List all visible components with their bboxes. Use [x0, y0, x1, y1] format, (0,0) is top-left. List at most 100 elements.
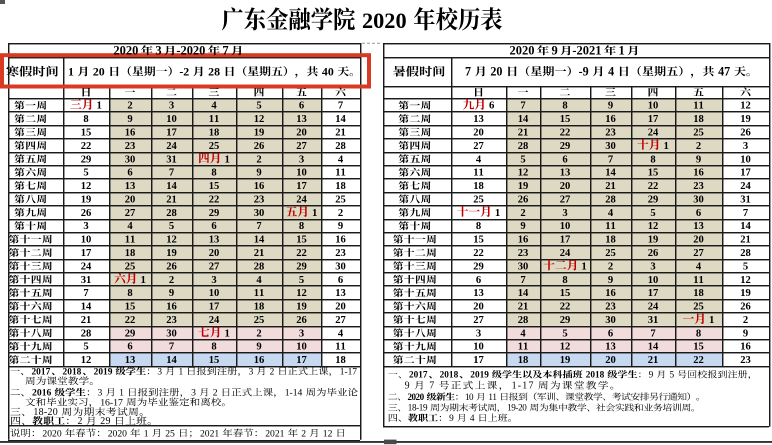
- svg-text:3: 3: [650, 261, 655, 272]
- svg-text:24: 24: [209, 315, 220, 326]
- svg-text:1: 1: [312, 207, 317, 219]
- svg-text:18: 18: [518, 355, 529, 366]
- svg-text:0: 0: [412, 392, 417, 402]
- svg-text:12: 12: [81, 355, 92, 366]
- svg-text:0: 0: [36, 367, 41, 377]
- svg-text:26: 26: [518, 194, 529, 205]
- svg-text:19: 19: [254, 127, 265, 138]
- svg-text:0: 0: [122, 428, 127, 439]
- svg-text:22: 22: [560, 127, 571, 138]
- svg-text:5: 5: [520, 154, 525, 165]
- svg-text:4: 4: [338, 154, 344, 165]
- svg-text:1: 1: [72, 367, 77, 377]
- svg-text:1: 1: [465, 392, 470, 402]
- svg-text:1: 1: [119, 388, 124, 399]
- svg-text:9: 9: [449, 414, 454, 424]
- svg-text:3: 3: [191, 388, 196, 399]
- svg-text:23: 23: [605, 127, 616, 138]
- svg-text:8: 8: [650, 154, 655, 165]
- svg-text:0: 0: [420, 392, 425, 402]
- svg-text:2: 2: [210, 428, 215, 439]
- svg-text:19: 19: [740, 288, 751, 299]
- svg-text:15: 15: [473, 235, 484, 246]
- svg-text:9: 9: [256, 168, 261, 179]
- svg-text:26: 26: [648, 248, 659, 259]
- svg-text:18: 18: [125, 248, 136, 259]
- svg-text:4: 4: [476, 154, 482, 165]
- svg-text:29: 29: [560, 141, 571, 152]
- svg-text:15: 15: [560, 114, 571, 125]
- svg-text:7: 7: [520, 275, 526, 286]
- svg-text:15: 15: [125, 302, 136, 313]
- svg-text:16: 16: [693, 168, 704, 179]
- svg-text:27: 27: [473, 141, 484, 152]
- svg-text:8: 8: [412, 403, 417, 413]
- svg-text:25: 25: [693, 302, 704, 313]
- svg-text:13: 13: [125, 181, 136, 192]
- svg-text:27: 27: [473, 315, 484, 326]
- svg-text:4: 4: [127, 221, 133, 232]
- svg-text:3: 3: [157, 367, 162, 377]
- svg-text:17: 17: [81, 248, 92, 259]
- svg-text:10: 10: [473, 342, 484, 353]
- svg-text:25: 25: [254, 315, 265, 326]
- svg-text:7: 7: [222, 43, 228, 57]
- svg-text:2020: 2020: [113, 43, 138, 57]
- svg-text:4: 4: [696, 261, 702, 272]
- svg-text:4: 4: [608, 208, 614, 219]
- svg-text:18: 18: [693, 288, 704, 299]
- svg-text:1: 1: [225, 327, 230, 339]
- svg-text:13: 13: [473, 114, 484, 125]
- svg-text:29: 29: [125, 328, 136, 339]
- svg-text:11: 11: [693, 275, 704, 286]
- svg-text:19: 19: [648, 235, 659, 246]
- svg-text:10: 10: [296, 342, 307, 353]
- svg-text:7: 7: [465, 64, 471, 78]
- svg-text:1: 1: [512, 381, 517, 392]
- svg-text:1: 1: [480, 371, 485, 381]
- svg-text:10: 10: [560, 221, 571, 232]
- svg-text:7: 7: [608, 154, 614, 165]
- svg-text:12: 12: [81, 181, 92, 192]
- svg-text:2: 2: [440, 371, 445, 381]
- svg-text:2: 2: [94, 367, 99, 377]
- svg-text:8: 8: [562, 275, 567, 286]
- svg-text:13: 13: [473, 288, 484, 299]
- svg-text:28: 28: [518, 315, 529, 326]
- svg-text:16: 16: [605, 114, 616, 125]
- svg-text:23: 23: [335, 248, 346, 259]
- svg-text:29: 29: [473, 261, 484, 272]
- svg-text:5: 5: [169, 221, 174, 232]
- svg-text:12: 12: [296, 288, 307, 299]
- svg-text:9: 9: [127, 114, 132, 125]
- svg-text:4: 4: [211, 101, 217, 112]
- svg-text:16: 16: [254, 181, 265, 192]
- svg-text:5: 5: [299, 275, 304, 286]
- svg-text:2: 2: [270, 367, 275, 377]
- svg-text:2: 2: [696, 141, 701, 152]
- svg-text:27: 27: [335, 315, 346, 326]
- svg-text:28: 28: [740, 248, 751, 259]
- svg-text:8: 8: [127, 288, 132, 299]
- svg-text:17: 17: [296, 181, 307, 192]
- svg-text:2: 2: [200, 428, 205, 439]
- svg-text:1: 1: [449, 371, 454, 381]
- svg-text:9: 9: [520, 221, 525, 232]
- svg-text:1: 1: [41, 367, 46, 377]
- svg-text:6: 6: [696, 208, 701, 219]
- svg-text:10: 10: [209, 288, 220, 299]
- svg-text:15: 15: [693, 342, 704, 353]
- svg-text:4: 4: [298, 388, 303, 399]
- svg-text:3: 3: [98, 388, 103, 399]
- svg-text:6: 6: [338, 275, 343, 286]
- svg-text:22: 22: [560, 302, 571, 313]
- svg-text:13: 13: [296, 114, 307, 125]
- svg-text:2: 2: [165, 428, 170, 439]
- svg-text:47: 47: [718, 64, 730, 78]
- svg-text:0: 0: [53, 407, 58, 418]
- svg-text:1: 1: [97, 100, 102, 112]
- svg-text:2: 2: [256, 154, 261, 165]
- svg-text:-: -: [515, 403, 518, 413]
- svg-text:15: 15: [296, 235, 307, 246]
- svg-text:20: 20: [93, 64, 105, 78]
